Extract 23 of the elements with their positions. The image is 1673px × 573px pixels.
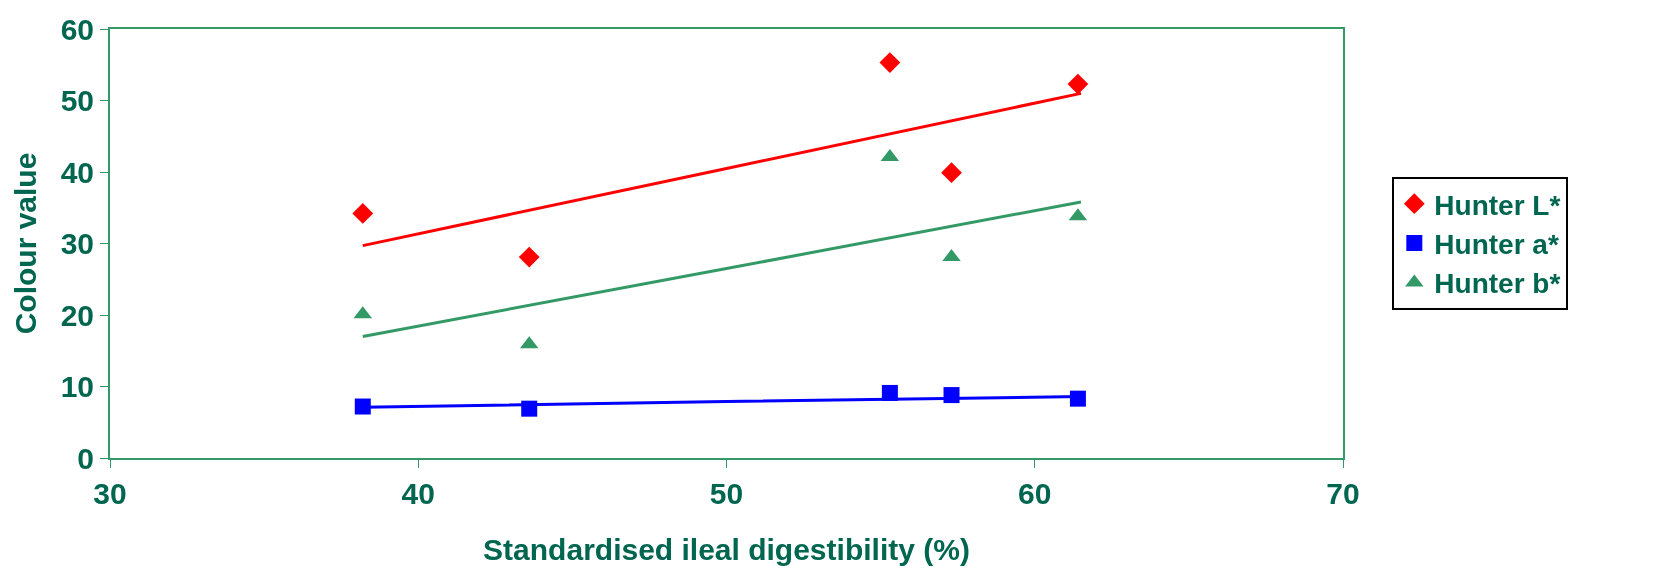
y-tick-label: 40 xyxy=(60,155,94,189)
x-axis-title: Standardised ileal digestibility (%) xyxy=(483,533,970,566)
x-tick-label: 40 xyxy=(401,477,435,510)
x-tick-label: 60 xyxy=(1018,477,1052,510)
legend-label: Hunter L* xyxy=(1434,189,1561,221)
point xyxy=(941,162,962,184)
point xyxy=(879,52,901,74)
legend-label: Hunter a* xyxy=(1434,229,1559,261)
y-axis-title: Colour value xyxy=(9,152,43,335)
x-tick-label: 30 xyxy=(93,477,127,510)
x-tick-label: 70 xyxy=(1326,477,1360,510)
y-tick-label: 0 xyxy=(77,441,94,475)
legend-label: Hunter b* xyxy=(1434,268,1561,300)
point xyxy=(354,398,371,415)
y-tick-label: 20 xyxy=(60,298,94,332)
point xyxy=(1067,73,1089,95)
y-tick-label: 50 xyxy=(60,84,94,117)
y-tick-label: 10 xyxy=(60,370,94,403)
point xyxy=(518,246,540,268)
y-tick-label: 60 xyxy=(60,12,94,46)
y-tick-label: 30 xyxy=(60,227,94,260)
x-tick-label: 50 xyxy=(709,477,744,510)
point xyxy=(352,203,374,224)
